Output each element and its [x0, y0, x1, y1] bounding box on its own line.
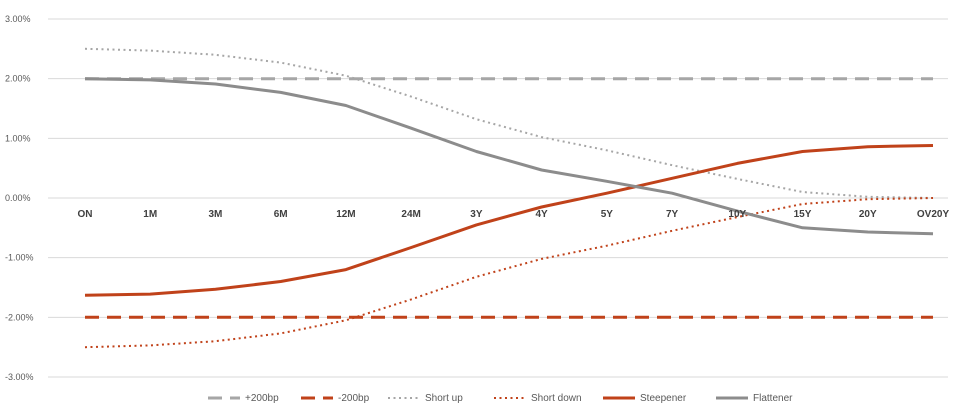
legend-label: Steepener	[640, 393, 687, 404]
x-tick-label: 3M	[209, 209, 223, 220]
x-tick-label: 24M	[401, 209, 420, 220]
x-tick-label: 4Y	[535, 209, 548, 220]
series-line-short-down	[84, 197, 934, 349]
x-tick-label: 1M	[143, 209, 157, 220]
y-tick-label: 0.00%	[5, 193, 31, 203]
x-tick-label: ON	[78, 209, 93, 220]
x-axis-ticks: ON 1M 3M 6M 12M 24M 3Y 4Y 5Y 7Y 10Y 15Y 20Y OV20Y	[78, 209, 950, 220]
x-tick-label: 3Y	[470, 209, 483, 220]
legend-label: Short up	[425, 393, 463, 404]
y-tick-label: 1.00%	[5, 133, 31, 143]
legend-label: Flattener	[753, 393, 793, 404]
y-axis-ticks: 3.00% 2.00% 1.00% 0.00% -1.00% -2.00% -3.00%	[5, 14, 34, 382]
x-tick-label: 15Y	[794, 209, 812, 220]
x-tick-label: 7Y	[666, 209, 679, 220]
y-tick-label: 2.00%	[5, 74, 31, 84]
x-tick-label: 10Y	[728, 209, 746, 220]
x-tick-label: 20Y	[859, 209, 877, 220]
series-lines	[84, 47, 934, 349]
y-tick-label: -1.00%	[5, 253, 34, 263]
x-tick-label: OV20Y	[917, 209, 950, 220]
x-tick-label: 5Y	[601, 209, 614, 220]
y-tick-label: -2.00%	[5, 312, 34, 322]
x-tick-label: 6M	[274, 209, 288, 220]
legend-label: Short down	[531, 393, 582, 404]
legend-label: +200bp	[245, 393, 279, 404]
series-line-steepener	[84, 144, 934, 297]
y-tick-label: -3.00%	[5, 372, 34, 382]
gridlines	[48, 18, 948, 378]
series-line-flattener	[84, 77, 934, 236]
series-line-short-up	[84, 47, 934, 199]
legend-label: -200bp	[338, 393, 370, 404]
x-tick-label: 12M	[336, 209, 355, 220]
legend: +200bp -200bp Short up Short down Steepener F…	[208, 393, 793, 404]
y-tick-label: 3.00%	[5, 14, 31, 24]
